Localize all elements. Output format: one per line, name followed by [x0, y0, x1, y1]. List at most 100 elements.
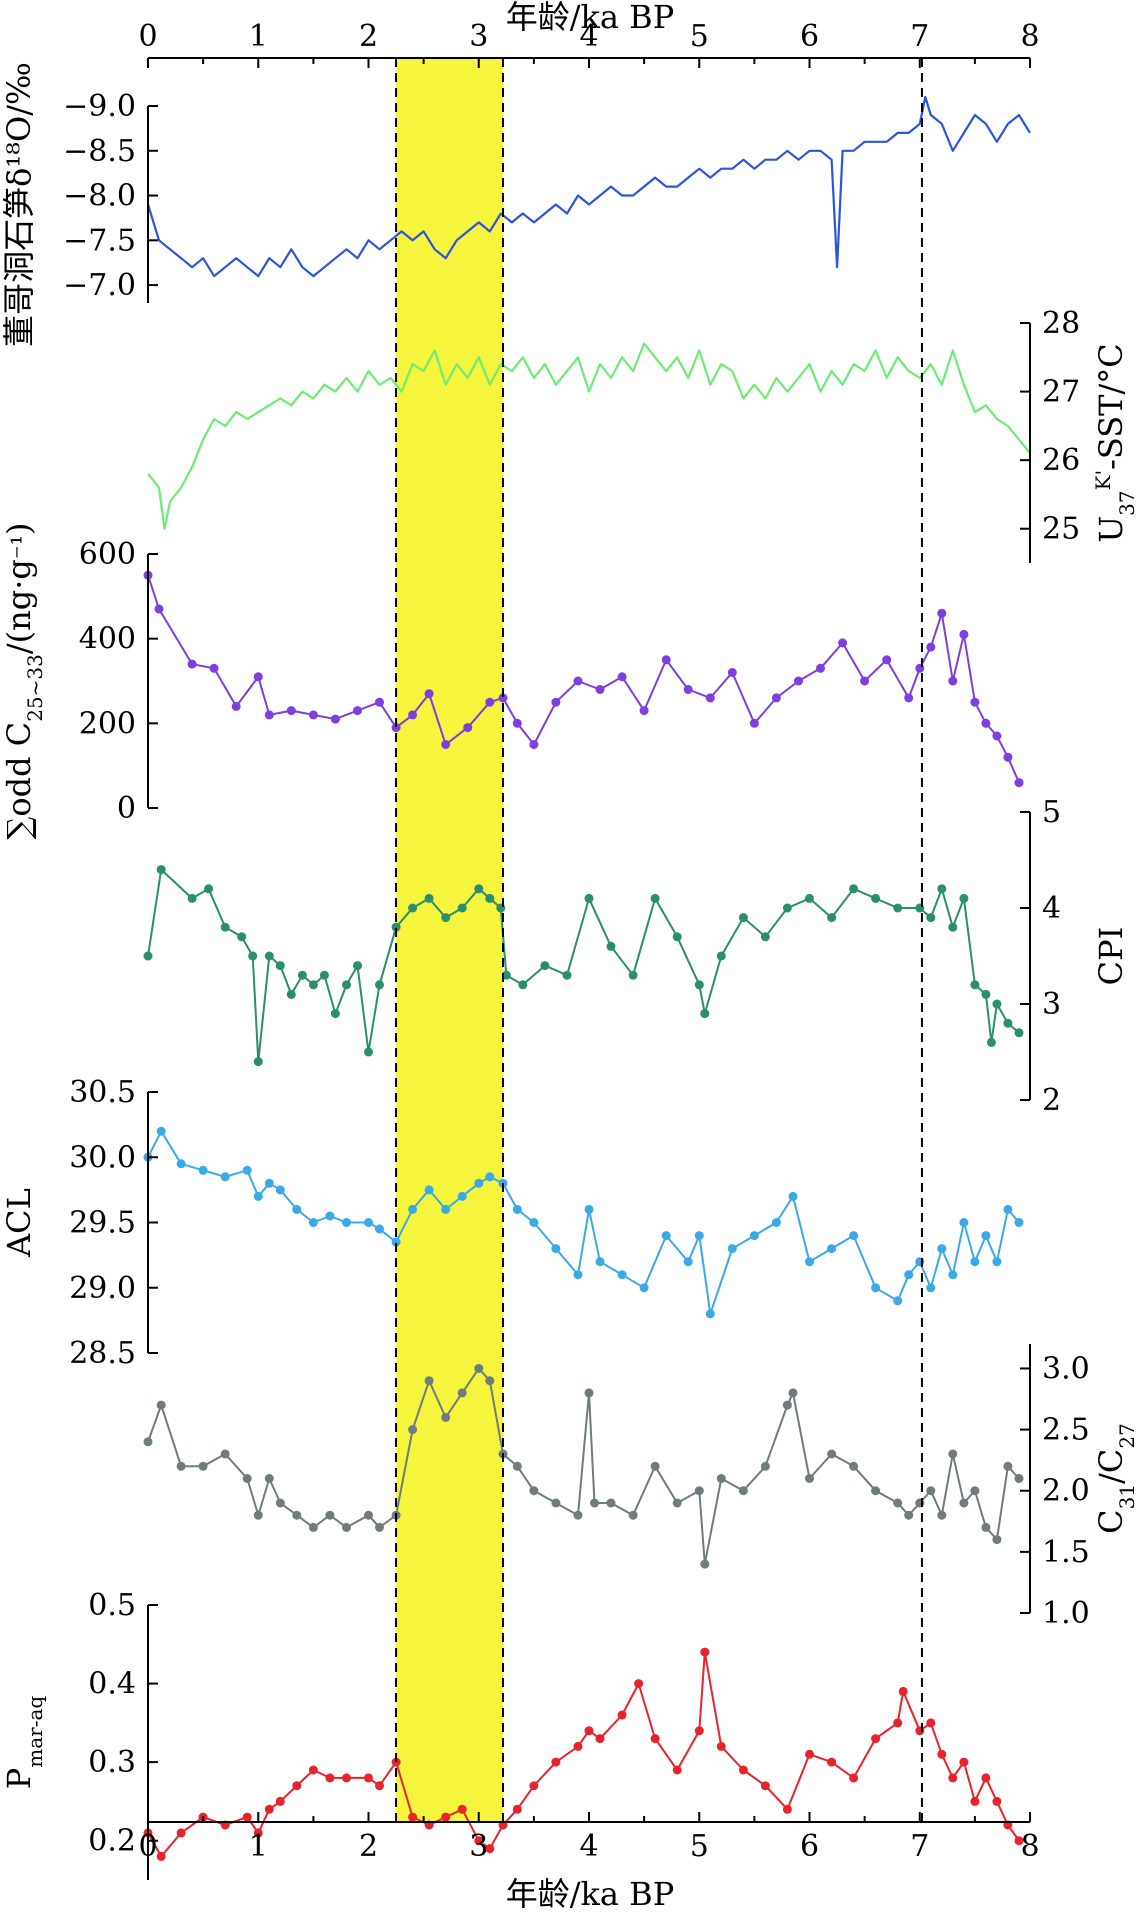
- c31c27-data-point: [926, 1486, 936, 1496]
- axes-layer: 0 1 2 3 4 5 6 7 8 0 1 2 3 4 5 6 7 8 −9.0 −8.5 −8.0 −7.5 −7.0 董哥…: [0, 19, 1139, 1880]
- sst-y-axis: 25 26 27 28 U37K'-SST/°C: [1020, 306, 1139, 563]
- acl-data-point: [308, 1218, 318, 1227]
- cpi-data-point: [893, 903, 903, 913]
- x-axis-bottom-tick-label: 3: [469, 1829, 488, 1864]
- c31c27-data-point: [325, 1510, 335, 1520]
- odd-data-point: [498, 693, 508, 703]
- x-axis-top-tick-label: 7: [910, 19, 929, 54]
- acl-data-point: [639, 1283, 649, 1293]
- pmar-data-point: [156, 1851, 166, 1861]
- c31c27-data-point: [143, 1437, 153, 1447]
- acl-data-point: [1014, 1218, 1024, 1227]
- pmar-data-point: [827, 1757, 837, 1767]
- pmar-data-point: [253, 1828, 263, 1838]
- c31c27-data-point: [275, 1498, 285, 1508]
- acl-data-point: [342, 1218, 351, 1227]
- cpi-data-point: [540, 961, 550, 971]
- cpi-data-point: [716, 951, 726, 961]
- pmar-data-point: [176, 1828, 186, 1838]
- acl-data-point: [595, 1257, 605, 1267]
- cpi-data-point: [204, 884, 214, 894]
- cpi-data-point: [143, 951, 153, 961]
- c31c27-data-point: [474, 1364, 484, 1373]
- c31c27-series-line: [147, 1367, 1020, 1566]
- pmar-data-point: [959, 1757, 969, 1767]
- acl-data-point: [264, 1178, 274, 1188]
- pmar-y-tick-label: 0.3: [88, 1745, 136, 1780]
- pmar-data-point: [970, 1796, 980, 1806]
- series-layer: [143, 95, 1031, 1861]
- pmar-data-point: [672, 1765, 682, 1775]
- odd-data-point: [231, 701, 241, 711]
- pmar-data-point: [529, 1781, 539, 1791]
- odd-data-point: [948, 676, 958, 686]
- c31c27-data-point: [992, 1535, 1002, 1545]
- c31c27-data-point: [198, 1461, 208, 1471]
- odd-data-point: [441, 740, 451, 749]
- pmar-data-point: [551, 1757, 561, 1767]
- cpi-data-point: [700, 1009, 710, 1019]
- cpi-data-point: [981, 989, 991, 999]
- odd-data-point: [573, 676, 583, 686]
- odd-data-point: [187, 659, 197, 669]
- odd-series-line: [147, 574, 1020, 784]
- cpi-data-point: [375, 980, 384, 990]
- c31c27-data-point: [408, 1425, 418, 1435]
- pmar-data-point: [981, 1773, 991, 1783]
- pmar-y-axis: 0.2 0.3 0.4 0.5 Pmar-aq: [0, 1588, 158, 1880]
- c31c27-data-point: [441, 1412, 451, 1422]
- odd-data-point: [375, 697, 384, 707]
- acl-data-point: [937, 1244, 947, 1254]
- pmar-data-point: [325, 1773, 335, 1783]
- cpi-y-tick-label: 2: [1042, 1083, 1061, 1118]
- cpi-data-point: [457, 903, 467, 913]
- cpi-data-point: [992, 999, 1002, 1009]
- pmar-data-point: [573, 1741, 583, 1751]
- x-axis-top: 0 1 2 3 4 5 6 7 8: [138, 19, 1040, 68]
- cpi-data-point: [501, 970, 511, 980]
- odd-data-point: [705, 693, 715, 703]
- cpi-data-point: [628, 970, 638, 980]
- pmar-data-point: [485, 1844, 495, 1854]
- x-axis-top-tick-label: 1: [249, 19, 268, 54]
- c31c27-data-point: [529, 1486, 539, 1496]
- x-axis-bottom-tick-label: 8: [1020, 1829, 1039, 1864]
- highlight-band-layer: [396, 58, 504, 1822]
- highlight-band: [396, 58, 504, 1822]
- cpi-data-point: [518, 980, 528, 990]
- x-axis-title-bottom: 年龄/ka BP: [506, 1875, 674, 1913]
- odd-y-tick-label: 0: [117, 791, 136, 826]
- c31c27-data-point: [948, 1449, 958, 1459]
- c31c27-y-tick-label: 2.0: [1042, 1474, 1090, 1509]
- c31c27-data-point: [1014, 1474, 1024, 1483]
- cpi-data-point: [650, 893, 660, 903]
- acl-y-tick-label: 30.0: [69, 1140, 136, 1175]
- odd-data-point: [882, 655, 892, 665]
- x-axis-top-tick-label: 5: [690, 19, 709, 54]
- d18o-y-axis: −9.0 −8.5 −8.0 −7.5 −7.0 董哥洞石笋δ¹⁸O/‰: [0, 62, 158, 347]
- acl-data-point: [292, 1204, 302, 1214]
- pmar-data-point: [937, 1749, 947, 1759]
- d18o-y-tick-label: −8.5: [63, 134, 136, 169]
- cpi-data-point: [330, 1009, 340, 1019]
- cpi-data-point: [237, 932, 247, 942]
- c31c27-y-axis-title: C31/C27: [1092, 1423, 1139, 1534]
- c31c27-data-point: [573, 1510, 583, 1520]
- cpi-data-point: [474, 884, 484, 894]
- x-axis-top-tick-label: 6: [800, 19, 819, 54]
- odd-data-point: [661, 655, 671, 665]
- cpi-data-point: [342, 980, 351, 990]
- acl-data-point: [661, 1231, 671, 1241]
- d18o-y-tick-label: −8.0: [63, 179, 136, 214]
- odd-data-point: [970, 697, 980, 707]
- pmar-data-point: [275, 1796, 285, 1806]
- odd-data-point: [639, 706, 649, 716]
- pmar-data-point: [457, 1804, 467, 1814]
- sst-y-tick-label: 26: [1042, 443, 1080, 478]
- cpi-y-tick-label: 4: [1042, 891, 1061, 926]
- x-axis-top-tick-label: 4: [579, 19, 598, 54]
- c31c27-data-point: [893, 1498, 903, 1508]
- acl-data-point: [551, 1244, 561, 1254]
- acl-data-point: [220, 1172, 230, 1182]
- cpi-y-tick-label: 3: [1042, 987, 1061, 1022]
